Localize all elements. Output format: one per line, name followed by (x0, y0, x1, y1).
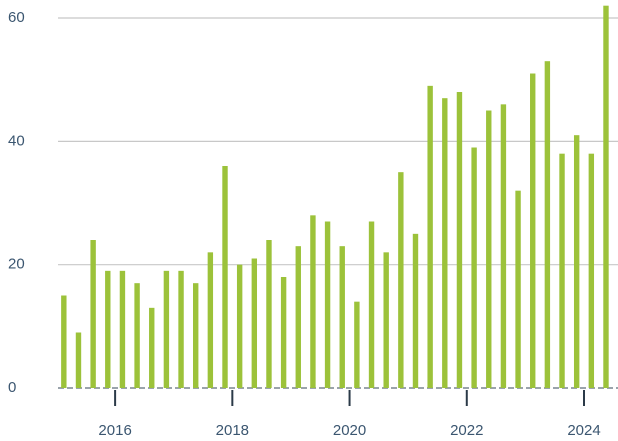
bar (105, 270, 111, 388)
bar (442, 98, 448, 388)
bar (251, 258, 258, 388)
bar (295, 246, 301, 388)
bar (266, 240, 272, 388)
bar (178, 270, 184, 388)
bar (486, 110, 492, 389)
bar (339, 246, 345, 388)
x-tick-label: 2020 (333, 422, 366, 439)
bar (398, 172, 404, 388)
bar (603, 5, 609, 389)
bar (544, 61, 551, 389)
y-tick-label: 40 (8, 132, 25, 149)
bar (573, 135, 580, 388)
bar (134, 283, 140, 388)
bar (236, 264, 243, 388)
x-tick-label: 2016 (98, 422, 131, 439)
bar (61, 295, 67, 388)
x-tick-label: 2018 (216, 422, 249, 439)
bar (310, 215, 316, 388)
x-tick-label: 2022 (450, 422, 483, 439)
bar (149, 307, 155, 388)
bar (471, 147, 477, 388)
bar (412, 233, 419, 388)
bar (207, 252, 214, 388)
bar (75, 332, 82, 388)
y-tick-label: 60 (8, 9, 25, 26)
bar (222, 166, 228, 388)
bar (383, 252, 389, 388)
bar (193, 283, 199, 388)
bar (354, 301, 360, 388)
bar (90, 240, 96, 388)
bar (559, 153, 565, 388)
bar (163, 270, 170, 388)
bar (119, 270, 126, 388)
bar (324, 221, 331, 388)
bar (456, 92, 463, 388)
bar (368, 221, 375, 388)
x-tick-label: 2024 (567, 422, 600, 439)
bar (500, 104, 507, 389)
bar (280, 277, 287, 388)
y-tick-label: 0 (8, 379, 16, 396)
y-tick-label: 20 (8, 256, 25, 273)
bar (588, 153, 595, 388)
bar (515, 190, 521, 388)
bar (530, 73, 536, 388)
bar (427, 85, 433, 388)
